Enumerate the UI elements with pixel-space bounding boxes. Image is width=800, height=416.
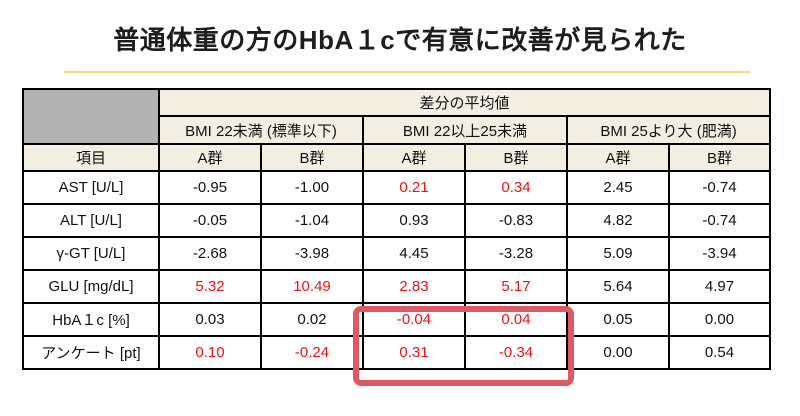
row-label: アンケート [pt]	[22, 335, 160, 370]
table-row: アンケート [pt] 0.10 -0.24 0.31 -0.34 0.00 0.54	[22, 335, 772, 370]
bmi-header-under22: BMI 22未満 (標準以下)	[158, 115, 364, 145]
value-cell: 4.45	[362, 236, 466, 271]
table-body: AST [U/L] -0.95 -1.00 0.21 0.34 2.45 -0.74 ALT …	[22, 170, 772, 370]
value-cell: 2.45	[566, 170, 670, 205]
value-cell: 4.97	[667, 269, 772, 304]
header-row-groups: 項目 A群 B群 A群 B群 A群 B群	[22, 143, 772, 172]
slide-title: 普通体重の方のHbA１cで有意に改善が見られた	[113, 25, 687, 55]
value-cell: 0.03	[158, 302, 262, 337]
value-cell: 0.00	[667, 302, 772, 337]
value-cell: -3.94	[667, 236, 772, 271]
results-table: 差分の平均値 BMI 22未満 (標準以下) BMI 22以上25未満 BMI …	[22, 88, 772, 370]
group-a-header: A群	[362, 143, 466, 172]
value-cell: 5.32	[158, 269, 262, 304]
value-cell: -0.95	[158, 170, 262, 205]
value-cell: -1.04	[260, 203, 364, 238]
row-label: γ-GT [U/L]	[22, 236, 160, 271]
header-row-group: 差分の平均値	[22, 88, 772, 145]
value-cell: -0.74	[667, 170, 772, 205]
value-cell: 0.04	[464, 302, 568, 337]
value-cell: 0.05	[566, 302, 670, 337]
row-label: ALT [U/L]	[22, 203, 160, 238]
results-table-wrap: 差分の平均値 BMI 22未満 (標準以下) BMI 22以上25未満 BMI …	[22, 88, 772, 370]
group-header-cell: 差分の平均値	[157, 88, 772, 117]
value-cell: 0.54	[667, 335, 772, 370]
value-cell: 0.00	[566, 335, 670, 370]
group-a-header: A群	[158, 143, 262, 172]
title-underline	[64, 71, 750, 73]
table-row: GLU [mg/dL] 5.32 10.49 2.83 5.17 5.64 4.97	[22, 269, 772, 304]
bmi-header-over25: BMI 25より大 (肥満)	[565, 115, 772, 145]
value-cell: -3.28	[464, 236, 568, 271]
value-cell: -0.05	[158, 203, 262, 238]
group-a-header: A群	[566, 143, 670, 172]
value-cell: 0.02	[260, 302, 364, 337]
value-cell: 4.82	[566, 203, 670, 238]
value-cell: -0.74	[667, 203, 772, 238]
corner-cell	[22, 88, 160, 145]
value-cell: 10.49	[260, 269, 364, 304]
value-cell: 5.17	[464, 269, 568, 304]
value-cell: 0.93	[362, 203, 466, 238]
value-cell: -0.34	[464, 335, 568, 370]
value-cell: -0.04	[362, 302, 466, 337]
value-cell: 5.09	[566, 236, 670, 271]
item-header-cell: 項目	[22, 143, 160, 172]
table-row: γ-GT [U/L] -2.68 -3.98 4.45 -3.28 5.09 -3.94	[22, 236, 772, 271]
table-row: AST [U/L] -0.95 -1.00 0.21 0.34 2.45 -0.74	[22, 170, 772, 205]
value-cell: 2.83	[362, 269, 466, 304]
value-cell: -0.83	[464, 203, 568, 238]
value-cell: -0.24	[260, 335, 364, 370]
bmi-header-22to25: BMI 22以上25未満	[362, 115, 568, 145]
row-label: HbA１c [%]	[22, 302, 160, 337]
row-label: GLU [mg/dL]	[22, 269, 160, 304]
table-row: HbA１c [%] 0.03 0.02 -0.04 0.04 0.05 0.00	[22, 302, 772, 337]
value-cell: 0.34	[464, 170, 568, 205]
value-cell: -1.00	[260, 170, 364, 205]
table-row: ALT [U/L] -0.05 -1.04 0.93 -0.83 4.82 -0.74	[22, 203, 772, 238]
value-cell: 0.21	[362, 170, 466, 205]
value-cell: 0.31	[362, 335, 466, 370]
header-row-bmi: BMI 22未満 (標準以下) BMI 22以上25未満 BMI 25より大 (…	[23, 115, 772, 145]
row-label: AST [U/L]	[22, 170, 160, 205]
value-cell: -3.98	[260, 236, 364, 271]
group-b-header: B群	[260, 143, 364, 172]
value-cell: 0.10	[158, 335, 262, 370]
value-cell: -2.68	[158, 236, 262, 271]
group-b-header: B群	[464, 143, 568, 172]
group-b-header: B群	[667, 143, 772, 172]
value-cell: 5.64	[566, 269, 670, 304]
